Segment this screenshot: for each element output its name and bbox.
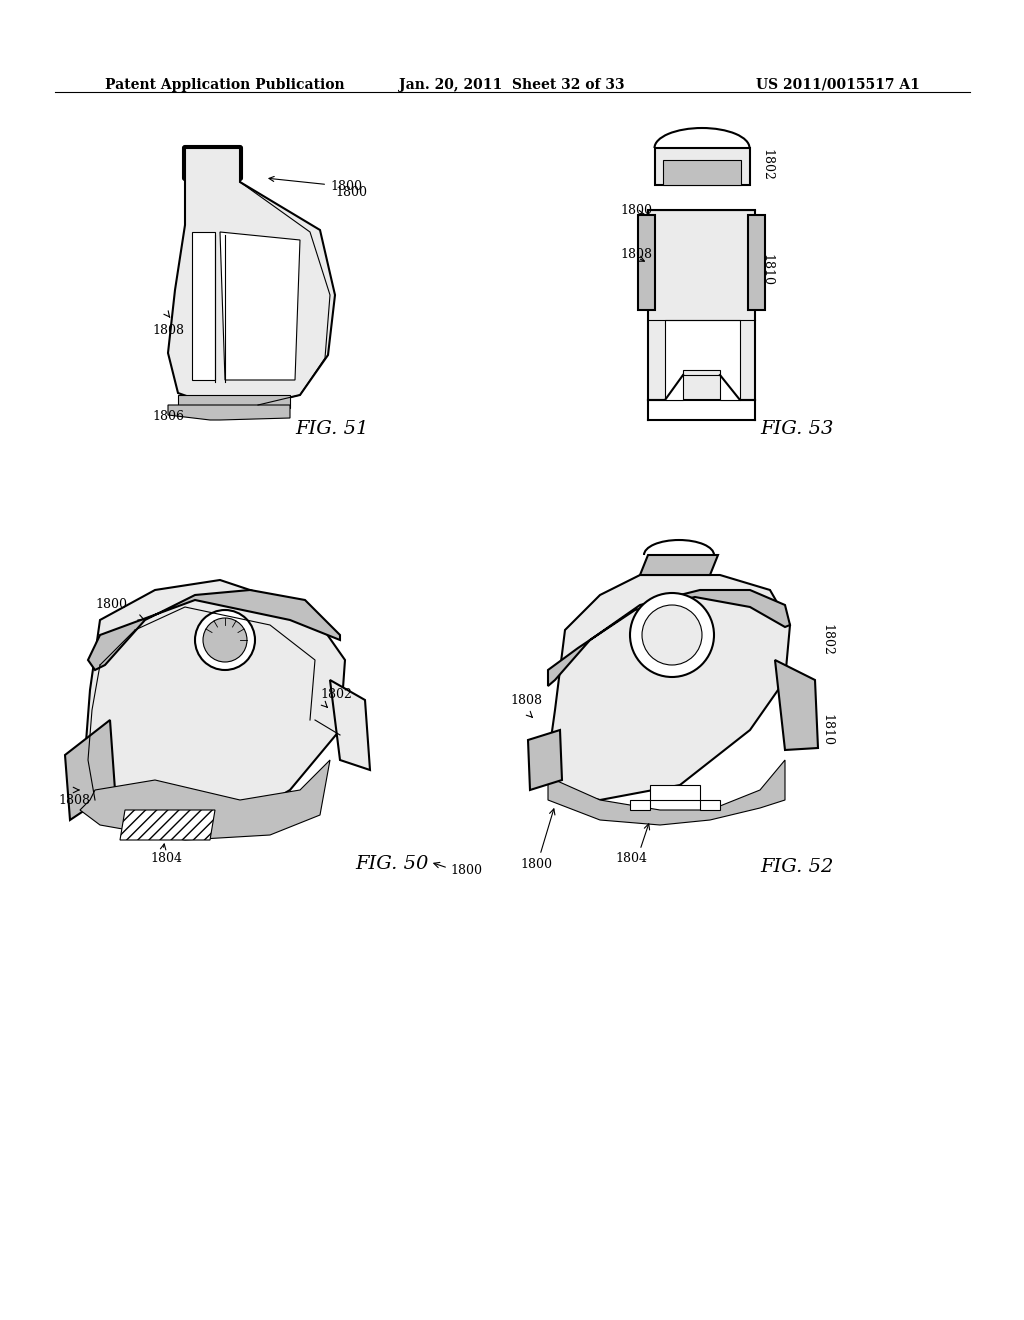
Circle shape [642,605,702,665]
Polygon shape [168,148,335,405]
Text: 1806: 1806 [152,411,184,422]
Text: US 2011/0015517 A1: US 2011/0015517 A1 [756,78,920,92]
Text: 1800: 1800 [450,863,482,876]
Polygon shape [65,719,115,820]
Polygon shape [648,210,755,400]
Text: 1800: 1800 [269,177,362,193]
Circle shape [630,593,714,677]
Text: FIG. 52: FIG. 52 [760,858,834,876]
Text: 1810: 1810 [760,253,773,286]
Polygon shape [88,590,340,671]
Text: 1802: 1802 [319,689,352,701]
Polygon shape [638,215,655,310]
Text: FIG. 51: FIG. 51 [295,420,369,438]
Polygon shape [330,680,370,770]
Polygon shape [220,232,300,380]
Polygon shape [775,660,818,750]
Text: 1800: 1800 [620,203,652,216]
Bar [193,153,232,180]
Text: Patent Application Publication: Patent Application Publication [105,78,345,92]
Polygon shape [630,785,720,810]
FancyBboxPatch shape [183,147,242,180]
Circle shape [203,618,247,663]
Polygon shape [548,576,790,800]
Text: 1808: 1808 [620,248,652,261]
Text: 1804: 1804 [150,851,182,865]
Polygon shape [748,215,765,310]
Text: 1802: 1802 [760,149,773,181]
Polygon shape [640,554,718,576]
Text: 1802: 1802 [820,624,833,656]
Text: 1800: 1800 [520,858,552,871]
Polygon shape [178,395,290,408]
Polygon shape [120,810,215,840]
Text: Jan. 20, 2011  Sheet 32 of 33: Jan. 20, 2011 Sheet 32 of 33 [399,78,625,92]
Text: 1804: 1804 [615,851,647,865]
Polygon shape [85,579,345,820]
Polygon shape [665,319,740,400]
Text: 1808: 1808 [152,323,184,337]
Bar [663,160,741,185]
Text: 1808: 1808 [510,693,542,706]
Polygon shape [655,148,750,185]
Text: FIG. 53: FIG. 53 [760,420,834,438]
Polygon shape [168,405,290,420]
Polygon shape [528,730,562,789]
Text: FIG. 50: FIG. 50 [355,855,428,873]
Text: 1810: 1810 [820,714,833,746]
Polygon shape [80,760,330,840]
Polygon shape [193,232,215,380]
Circle shape [195,610,255,671]
Text: 1800: 1800 [335,186,367,199]
Text: 1800: 1800 [95,598,127,611]
Polygon shape [548,590,790,686]
Text: 1808: 1808 [58,793,90,807]
Polygon shape [548,760,785,825]
